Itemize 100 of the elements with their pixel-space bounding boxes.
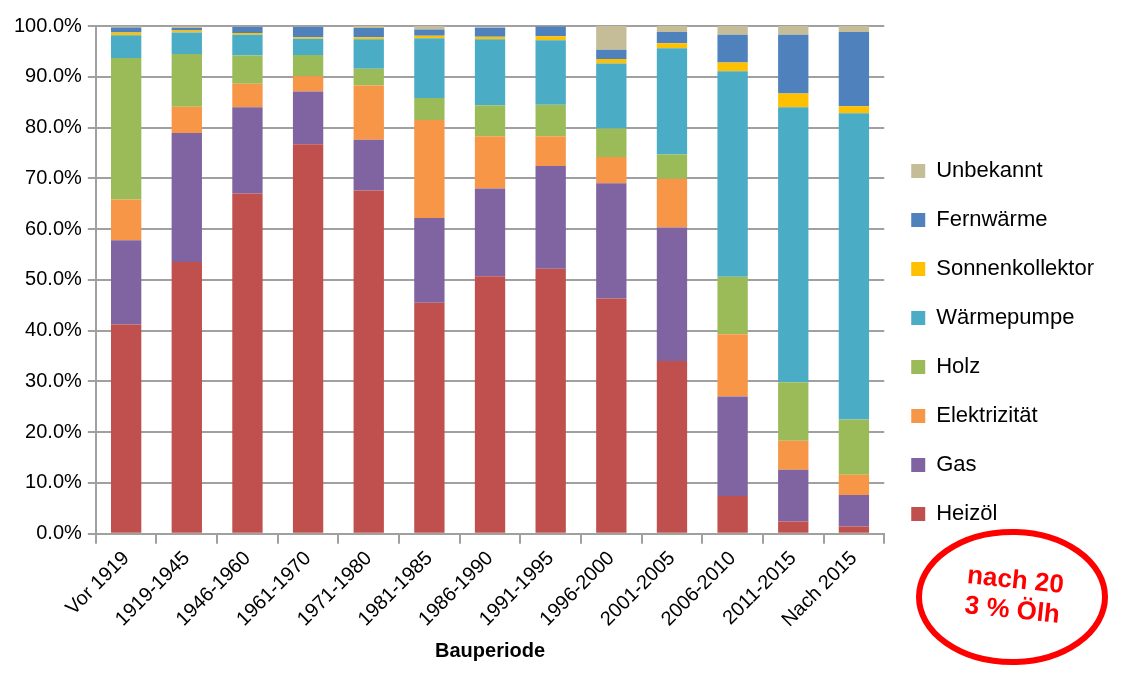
bar	[535, 104, 566, 137]
bar	[474, 39, 506, 106]
bar	[838, 113, 870, 420]
bar	[717, 26, 748, 35]
legend-label: Fernwärme	[936, 206, 1048, 232]
bar	[778, 521, 809, 533]
x-axis-title: Bauperiode	[435, 638, 546, 661]
y-tick-label: 30.0%	[25, 368, 83, 391]
y-tick-label: 70.0%	[25, 165, 83, 188]
bar	[110, 27, 142, 33]
bar	[596, 128, 627, 157]
bar	[353, 85, 384, 140]
bar	[717, 396, 748, 497]
bar	[353, 37, 384, 40]
y-tick-label: 20.0%	[25, 419, 83, 442]
bar	[110, 240, 142, 325]
bar	[171, 133, 202, 263]
bar	[596, 156, 627, 184]
bar	[232, 107, 263, 194]
bar	[778, 93, 809, 108]
bar	[838, 526, 870, 533]
legend-label: Heizöl	[936, 500, 998, 526]
bar	[717, 334, 748, 397]
bar	[535, 136, 566, 167]
bar	[171, 53, 202, 107]
bar	[717, 496, 748, 533]
legend-label: Sonnenkollektor	[936, 255, 1095, 281]
y-tick-label: 100.0%	[13, 13, 83, 36]
bar	[535, 26, 566, 37]
bar	[656, 361, 688, 533]
bar	[474, 136, 506, 189]
bar	[232, 193, 263, 533]
bar	[656, 43, 688, 49]
bar	[838, 419, 870, 475]
bar	[171, 106, 202, 134]
bar	[778, 469, 809, 522]
bar	[414, 98, 445, 120]
bar	[656, 178, 688, 228]
legend-label: Wärmepumpe	[936, 304, 1075, 330]
bar	[778, 440, 809, 470]
bar	[596, 183, 627, 299]
bar	[232, 27, 263, 34]
bar	[474, 188, 506, 277]
bar	[838, 26, 870, 33]
y-tick-label: 50.0%	[25, 267, 83, 290]
bar	[292, 54, 324, 77]
bar	[717, 276, 748, 335]
bar	[596, 26, 627, 50]
bar	[414, 38, 445, 99]
bar	[778, 34, 809, 94]
bar	[778, 107, 809, 383]
bar	[656, 227, 688, 362]
bar	[292, 91, 324, 145]
bar	[414, 119, 445, 218]
bar	[596, 298, 627, 533]
bar	[596, 63, 627, 129]
bar	[110, 35, 142, 58]
bar	[171, 32, 202, 54]
bar	[535, 36, 566, 41]
y-tick-label: 0.0%	[36, 521, 83, 544]
bar	[292, 76, 324, 92]
bar	[535, 268, 566, 533]
bar	[232, 83, 263, 108]
bar	[838, 106, 870, 114]
y-tick-label: 60.0%	[25, 216, 83, 239]
bar	[778, 26, 809, 35]
y-tick-label: 40.0%	[25, 318, 83, 341]
bar	[838, 32, 870, 107]
bar	[656, 48, 688, 155]
bar	[535, 40, 566, 105]
bar	[474, 276, 506, 533]
bar	[656, 32, 688, 44]
bar	[596, 49, 627, 59]
bar	[232, 55, 263, 84]
y-tick-label: 10.0%	[25, 470, 83, 493]
bar	[596, 59, 627, 64]
legend-label: Elektrizität	[936, 402, 1038, 428]
bar	[474, 27, 506, 37]
bar	[292, 27, 324, 38]
bar	[717, 62, 748, 72]
bar	[474, 105, 506, 137]
y-tick-label: 90.0%	[25, 64, 83, 87]
bar	[414, 29, 445, 36]
bar	[110, 57, 142, 200]
bar	[353, 190, 384, 533]
bar	[353, 39, 384, 69]
bar	[110, 199, 142, 241]
legend-label: Unbekannt	[936, 157, 1043, 183]
bar	[656, 154, 688, 179]
bar	[110, 324, 142, 533]
bar	[414, 302, 445, 533]
bar	[656, 26, 688, 33]
bar	[414, 26, 445, 30]
bar	[414, 217, 445, 303]
bar	[353, 68, 384, 86]
bar	[292, 144, 324, 533]
bar	[171, 262, 202, 533]
bar	[232, 34, 263, 56]
bar	[535, 166, 566, 269]
y-tick-label: 80.0%	[25, 115, 83, 138]
